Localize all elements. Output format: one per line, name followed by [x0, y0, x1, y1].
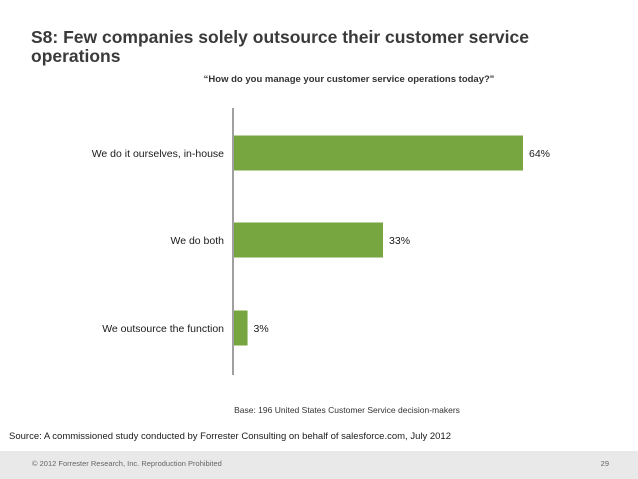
copyright-notice: © 2012 Forrester Research, Inc. Reproduc…	[32, 459, 222, 468]
category-label: We do both	[170, 235, 224, 247]
category-label: We do it ourselves, in-house	[92, 148, 224, 160]
footer-bar	[0, 451, 638, 479]
base-note-text: Base: 196 United States Customer Service…	[234, 405, 460, 415]
survey-question-text: “How do you manage your customer service…	[203, 74, 495, 85]
category-labels-group: We do it ourselves, in-house We do both We…	[92, 148, 224, 335]
data-label: 3%	[254, 323, 269, 335]
bar	[234, 310, 248, 346]
slide-title: S8: Few companies solely outsource their…	[31, 27, 529, 66]
bars-group	[234, 135, 523, 346]
bar-chart: We do it ourselves, in-house We do both We…	[92, 108, 550, 375]
bar	[234, 135, 523, 171]
page-number: 29	[600, 459, 609, 468]
source-note: Source: A commissioned study conducted b…	[9, 431, 451, 442]
data-label: 33%	[389, 235, 410, 247]
survey-question: “How do you manage your customer service…	[0, 74, 638, 85]
base-note: Base: 196 United States Customer Service…	[0, 405, 638, 415]
category-label: We outsource the function	[102, 323, 224, 335]
data-label: 64%	[529, 148, 550, 160]
data-labels-group: 64% 33% 3%	[254, 148, 550, 335]
bar	[234, 222, 384, 258]
